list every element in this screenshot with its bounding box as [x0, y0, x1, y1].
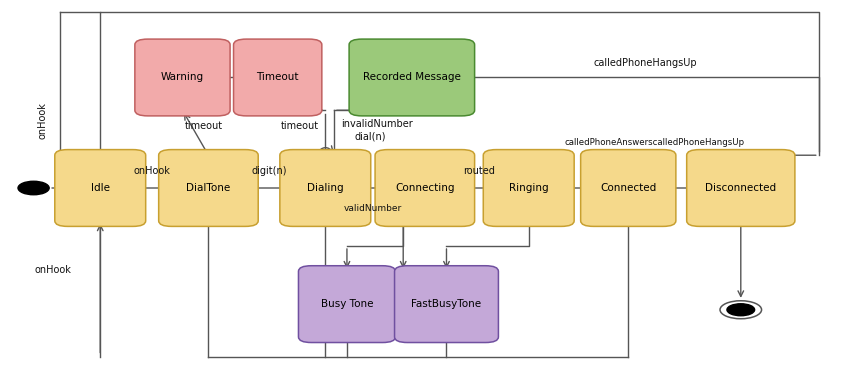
Text: Busy Tone: Busy Tone: [321, 299, 373, 309]
FancyBboxPatch shape: [581, 150, 676, 226]
FancyBboxPatch shape: [483, 150, 574, 226]
Text: routed: routed: [463, 166, 495, 176]
Text: invalidNumber: invalidNumber: [342, 118, 413, 129]
Text: Timeout: Timeout: [257, 73, 299, 82]
Text: validNumber: validNumber: [344, 204, 402, 213]
Text: dial(n): dial(n): [355, 132, 386, 141]
Text: Connected: Connected: [600, 183, 656, 193]
FancyBboxPatch shape: [375, 150, 474, 226]
Text: Warning: Warning: [161, 73, 204, 82]
Text: DialTone: DialTone: [186, 183, 231, 193]
FancyBboxPatch shape: [687, 150, 795, 226]
Text: timeout: timeout: [280, 121, 318, 131]
FancyBboxPatch shape: [394, 266, 499, 343]
Text: Disconnected: Disconnected: [705, 183, 776, 193]
Text: Recorded Message: Recorded Message: [363, 73, 460, 82]
Circle shape: [18, 181, 49, 195]
Text: digit(n): digit(n): [251, 166, 287, 176]
Text: Dialing: Dialing: [307, 183, 343, 193]
Text: calledPhoneHangsUp: calledPhoneHangsUp: [594, 58, 697, 68]
FancyBboxPatch shape: [135, 39, 230, 116]
Text: onHook: onHook: [37, 102, 47, 139]
FancyBboxPatch shape: [233, 39, 322, 116]
Text: FastBusyTone: FastBusyTone: [412, 299, 481, 309]
Text: onHook: onHook: [34, 265, 71, 275]
Circle shape: [727, 304, 754, 316]
FancyBboxPatch shape: [298, 266, 395, 343]
Text: Connecting: Connecting: [395, 183, 454, 193]
Text: onHook: onHook: [134, 166, 171, 176]
FancyBboxPatch shape: [280, 150, 371, 226]
Text: calledPhoneAnswerscalledPhoneHangsUp: calledPhoneAnswerscalledPhoneHangsUp: [564, 138, 744, 147]
Text: Idle: Idle: [91, 183, 110, 193]
Text: timeout: timeout: [185, 121, 223, 131]
FancyBboxPatch shape: [159, 150, 258, 226]
FancyBboxPatch shape: [349, 39, 474, 116]
Text: Ringing: Ringing: [509, 183, 549, 193]
FancyBboxPatch shape: [55, 150, 146, 226]
